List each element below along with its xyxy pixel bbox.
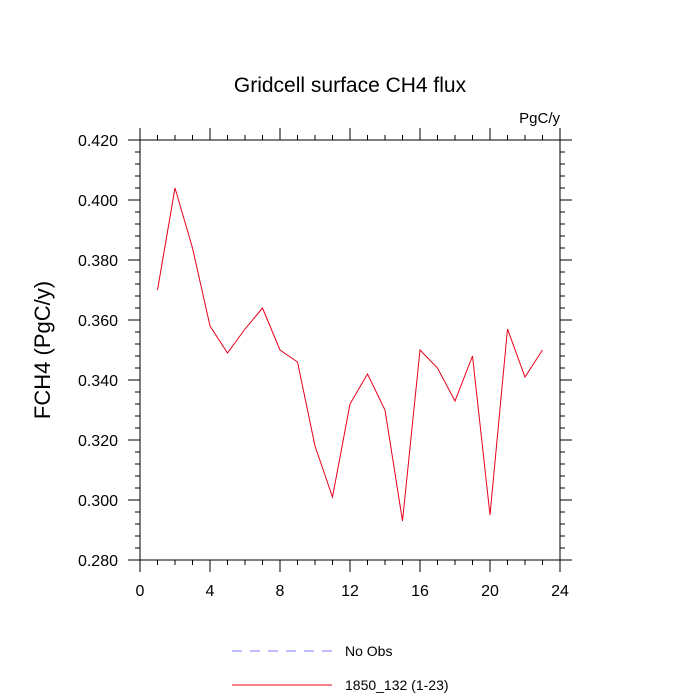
y-tick-label: 0.340 — [78, 373, 118, 390]
legend: No Obs 1850_132 (1-23) — [232, 643, 449, 693]
x-tick-label: 16 — [411, 583, 429, 600]
y-axis-label: FCH4 (PgC/y) — [30, 281, 55, 419]
y-tick-label: 0.300 — [78, 493, 118, 510]
x-tick-label: 4 — [206, 583, 215, 600]
y-tick-label: 0.420 — [78, 133, 118, 150]
axis-ticks — [128, 128, 572, 572]
y-tick-label: 0.280 — [78, 553, 118, 570]
series-layer — [157, 187, 543, 522]
x-tick-label: 8 — [276, 583, 285, 600]
y-tick-label: 0.400 — [78, 193, 118, 210]
legend-label-series: 1850_132 (1-23) — [345, 677, 449, 693]
units-label: PgC/y — [519, 110, 560, 127]
chart-title: Gridcell surface CH4 flux — [234, 74, 467, 97]
y-tick-label: 0.320 — [78, 433, 118, 450]
legend-label-no-obs: No Obs — [345, 643, 392, 659]
plot-frame — [139, 139, 561, 561]
axis-tick-labels: 0 4 8 12 16 20 24 0.280 0.300 0.320 0.340 0.360 0.38… — [78, 133, 569, 600]
x-tick-label: 24 — [551, 583, 569, 600]
series-line — [157, 187, 543, 522]
x-tick-label: 0 — [136, 583, 145, 600]
y-tick-label: 0.380 — [78, 253, 118, 270]
x-tick-label: 20 — [481, 583, 499, 600]
x-tick-label: 12 — [341, 583, 359, 600]
y-tick-label: 0.360 — [78, 313, 118, 330]
